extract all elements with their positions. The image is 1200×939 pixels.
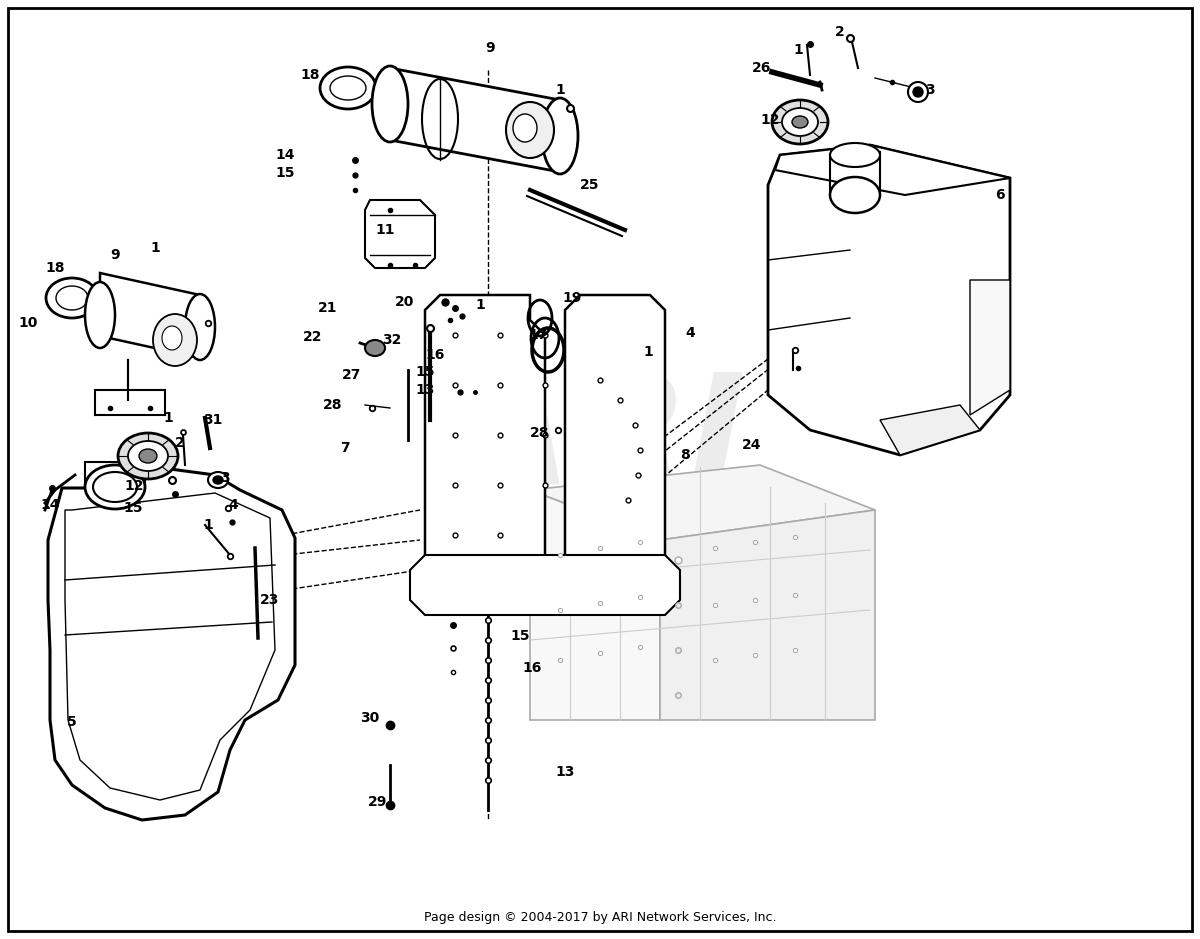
Ellipse shape [94,472,137,502]
Ellipse shape [330,76,366,100]
Text: 7: 7 [340,441,350,455]
Text: 15: 15 [275,166,295,180]
Text: 23: 23 [260,593,280,607]
Text: 16: 16 [425,348,445,362]
Text: 15: 15 [124,501,143,515]
Text: 9: 9 [485,41,494,55]
Bar [85,462,145,490]
Text: 18: 18 [46,261,65,275]
Polygon shape [365,200,436,268]
Text: 11: 11 [376,223,395,237]
Text: 20: 20 [395,295,415,309]
Text: Page design © 2004-2017 by ARI Network Services, Inc.: Page design © 2004-2017 by ARI Network S… [424,911,776,923]
Text: 26: 26 [752,61,772,75]
Ellipse shape [162,326,182,350]
Ellipse shape [908,82,928,102]
Text: 27: 27 [342,368,361,382]
Text: 6: 6 [995,188,1004,202]
Text: 2: 2 [175,436,185,450]
Text: 1: 1 [793,43,803,57]
Ellipse shape [85,282,115,348]
Text: 15: 15 [510,629,529,643]
Text: 13: 13 [415,383,434,397]
Text: 12: 12 [125,479,144,493]
Text: 28: 28 [323,398,343,412]
Text: 3: 3 [220,471,230,485]
Ellipse shape [214,476,223,484]
Ellipse shape [139,449,157,463]
Text: 1: 1 [643,345,653,359]
Text: 1: 1 [150,241,160,255]
Polygon shape [530,490,660,720]
Ellipse shape [85,465,145,509]
Text: 19: 19 [563,291,582,305]
Ellipse shape [365,340,385,356]
Polygon shape [775,145,1010,195]
Ellipse shape [154,314,197,366]
Text: 29: 29 [368,795,388,809]
Text: 21: 21 [318,301,337,315]
Polygon shape [100,273,200,358]
Ellipse shape [118,433,178,479]
Text: 13: 13 [556,765,575,779]
Ellipse shape [542,98,578,174]
Text: 9: 9 [110,248,120,262]
Text: 1: 1 [203,518,212,532]
Text: 14: 14 [41,498,60,512]
Ellipse shape [514,114,538,142]
Text: 2: 2 [835,25,845,39]
Ellipse shape [772,100,828,144]
Text: 22: 22 [304,330,323,344]
Text: ARI: ARI [454,367,746,516]
Text: 4: 4 [228,498,238,512]
Polygon shape [48,465,295,820]
Text: 31: 31 [203,413,223,427]
Polygon shape [660,510,875,720]
Text: 32: 32 [383,333,402,347]
Polygon shape [768,145,1010,455]
Ellipse shape [830,143,880,167]
Polygon shape [425,295,545,595]
Text: 18: 18 [300,68,319,82]
Text: 15: 15 [415,365,434,379]
Text: 5: 5 [67,715,77,729]
Ellipse shape [830,177,880,213]
Polygon shape [530,465,875,540]
Ellipse shape [372,66,408,142]
Text: 28: 28 [530,426,550,440]
Text: 1: 1 [163,411,173,425]
Text: 14: 14 [275,148,295,162]
Text: 10: 10 [18,316,37,330]
Ellipse shape [913,87,923,97]
Ellipse shape [792,116,808,128]
Text: 1: 1 [475,298,485,312]
Polygon shape [880,405,980,455]
Ellipse shape [46,278,98,318]
Ellipse shape [320,67,376,109]
Text: 16: 16 [522,661,541,675]
Text: 25: 25 [581,178,600,192]
Ellipse shape [56,286,88,310]
Polygon shape [970,280,1010,415]
Polygon shape [565,295,665,595]
Text: 3: 3 [925,83,935,97]
Text: 1: 1 [556,83,565,97]
Text: 4: 4 [685,326,695,340]
Text: 30: 30 [360,711,379,725]
Text: 12: 12 [761,113,780,127]
Text: 24: 24 [743,438,762,452]
Ellipse shape [185,294,215,360]
Text: 17: 17 [528,328,547,342]
Ellipse shape [208,472,228,488]
Ellipse shape [506,102,554,158]
Polygon shape [410,555,680,615]
Polygon shape [390,68,560,172]
Ellipse shape [128,441,168,471]
Text: 8: 8 [680,448,690,462]
Ellipse shape [782,108,818,136]
